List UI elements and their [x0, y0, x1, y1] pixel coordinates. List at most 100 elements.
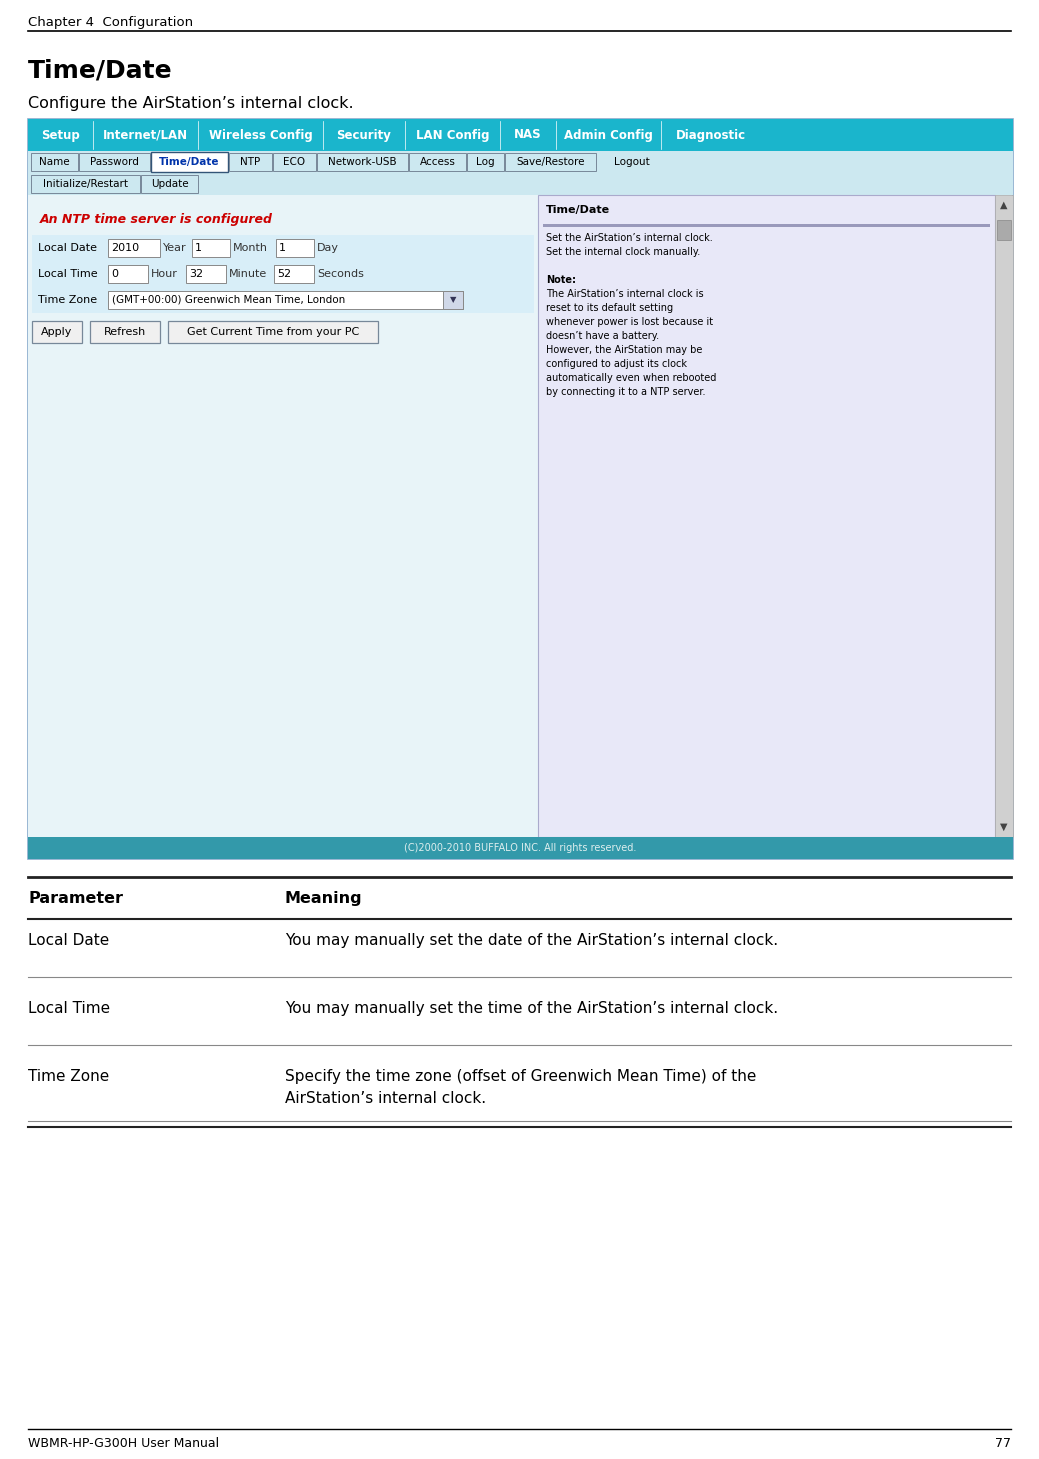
- Text: Meaning: Meaning: [285, 891, 363, 906]
- Bar: [32, 287, 534, 314]
- Bar: [28, 150, 1013, 174]
- Bar: [274, 266, 314, 283]
- Text: Chapter 4  Configuration: Chapter 4 Configuration: [28, 16, 193, 29]
- Bar: [79, 153, 150, 171]
- Text: Local Time: Local Time: [38, 268, 98, 279]
- Bar: [28, 120, 1013, 150]
- Text: Time/Date: Time/Date: [159, 158, 220, 166]
- Text: Specify the time zone (offset of Greenwich Mean Time) of the: Specify the time zone (offset of Greenwi…: [285, 1069, 756, 1084]
- Bar: [31, 175, 140, 193]
- Bar: [543, 225, 990, 228]
- Text: 77: 77: [995, 1437, 1011, 1450]
- Bar: [151, 152, 228, 172]
- Text: Day: Day: [317, 244, 339, 252]
- Bar: [31, 153, 78, 171]
- Text: Apply: Apply: [42, 327, 73, 337]
- Text: Setup: Setup: [42, 128, 80, 142]
- Text: Get Current Time from your PC: Get Current Time from your PC: [187, 327, 359, 337]
- Text: Set the internal clock manually.: Set the internal clock manually.: [547, 247, 700, 257]
- Text: Admin Config: Admin Config: [564, 128, 652, 142]
- Text: Set the AirStation’s internal clock.: Set the AirStation’s internal clock.: [547, 233, 713, 244]
- Bar: [273, 153, 316, 171]
- Text: Password: Password: [90, 158, 139, 166]
- Text: NAS: NAS: [514, 128, 541, 142]
- Bar: [90, 321, 160, 343]
- Text: Initialize/Restart: Initialize/Restart: [43, 179, 128, 190]
- Text: Year: Year: [163, 244, 187, 252]
- Text: Name: Name: [39, 158, 70, 166]
- Bar: [505, 153, 596, 171]
- Text: Month: Month: [233, 244, 268, 252]
- Bar: [538, 196, 995, 837]
- Text: 1: 1: [195, 244, 202, 252]
- Text: ▲: ▲: [1001, 200, 1008, 210]
- Text: reset to its default setting: reset to its default setting: [547, 303, 673, 314]
- Text: WBMR-HP-G300H User Manual: WBMR-HP-G300H User Manual: [28, 1437, 219, 1450]
- Bar: [192, 239, 230, 257]
- Text: 1: 1: [279, 244, 286, 252]
- Bar: [997, 220, 1011, 239]
- Bar: [141, 175, 198, 193]
- Text: ▼: ▼: [450, 296, 456, 305]
- Text: 52: 52: [277, 268, 291, 279]
- Text: configured to adjust its clock: configured to adjust its clock: [547, 359, 687, 369]
- Text: Parameter: Parameter: [28, 891, 123, 906]
- Bar: [28, 174, 1013, 196]
- Bar: [28, 196, 538, 837]
- Text: Wireless Config: Wireless Config: [209, 128, 313, 142]
- Text: Seconds: Seconds: [317, 268, 364, 279]
- Text: Security: Security: [337, 128, 392, 142]
- Text: However, the AirStation may be: However, the AirStation may be: [547, 344, 702, 355]
- Text: Time/Date: Time/Date: [28, 58, 172, 83]
- Text: 2010: 2010: [111, 244, 139, 252]
- Text: ▼: ▼: [1001, 821, 1008, 832]
- Text: Note:: Note:: [547, 274, 576, 285]
- Text: You may manually set the time of the AirStation’s internal clock.: You may manually set the time of the Air…: [285, 1001, 778, 1015]
- Bar: [276, 239, 314, 257]
- Text: Network-USB: Network-USB: [328, 158, 397, 166]
- Text: (GMT+00:00) Greenwich Mean Time, London: (GMT+00:00) Greenwich Mean Time, London: [112, 295, 345, 305]
- Text: Diagnostic: Diagnostic: [676, 128, 746, 142]
- Text: Logout: Logout: [614, 158, 649, 166]
- Text: by connecting it to a NTP server.: by connecting it to a NTP server.: [547, 387, 705, 397]
- Text: Update: Update: [151, 179, 188, 190]
- Text: automatically even when rebooted: automatically even when rebooted: [547, 374, 716, 384]
- Text: Log: Log: [476, 158, 495, 166]
- Bar: [28, 837, 1013, 859]
- Text: Local Date: Local Date: [28, 932, 109, 948]
- Text: AirStation’s internal clock.: AirStation’s internal clock.: [285, 1091, 486, 1106]
- Bar: [317, 153, 408, 171]
- Text: ECO: ECO: [284, 158, 305, 166]
- Bar: [28, 120, 1013, 859]
- Bar: [108, 290, 463, 309]
- Bar: [229, 153, 272, 171]
- Bar: [168, 321, 378, 343]
- Text: Time Zone: Time Zone: [38, 295, 97, 305]
- Bar: [32, 235, 534, 261]
- Text: NTP: NTP: [240, 158, 261, 166]
- Bar: [467, 153, 504, 171]
- Text: Time/Date: Time/Date: [547, 206, 610, 214]
- Text: LAN Config: LAN Config: [416, 128, 489, 142]
- Text: Refresh: Refresh: [104, 327, 146, 337]
- Text: 32: 32: [189, 268, 204, 279]
- Text: Configure the AirStation’s internal clock.: Configure the AirStation’s internal cloc…: [28, 96, 353, 111]
- Bar: [32, 261, 534, 287]
- Text: Internet/LAN: Internet/LAN: [103, 128, 188, 142]
- Bar: [32, 321, 82, 343]
- Text: Access: Access: [420, 158, 455, 166]
- Text: Minute: Minute: [229, 268, 267, 279]
- Bar: [108, 239, 160, 257]
- Bar: [443, 290, 463, 309]
- Bar: [409, 153, 467, 171]
- Bar: [186, 266, 227, 283]
- Text: Local Time: Local Time: [28, 1001, 110, 1015]
- Text: You may manually set the date of the AirStation’s internal clock.: You may manually set the date of the Air…: [285, 932, 778, 948]
- Text: An NTP time server is configured: An NTP time server is configured: [39, 213, 273, 226]
- Text: Local Date: Local Date: [38, 244, 97, 252]
- Bar: [995, 196, 1013, 837]
- Text: Save/Restore: Save/Restore: [516, 158, 585, 166]
- Text: (C)2000-2010 BUFFALO INC. All rights reserved.: (C)2000-2010 BUFFALO INC. All rights res…: [404, 843, 637, 854]
- Text: Hour: Hour: [151, 268, 178, 279]
- Text: doesn’t have a battery.: doesn’t have a battery.: [547, 331, 659, 341]
